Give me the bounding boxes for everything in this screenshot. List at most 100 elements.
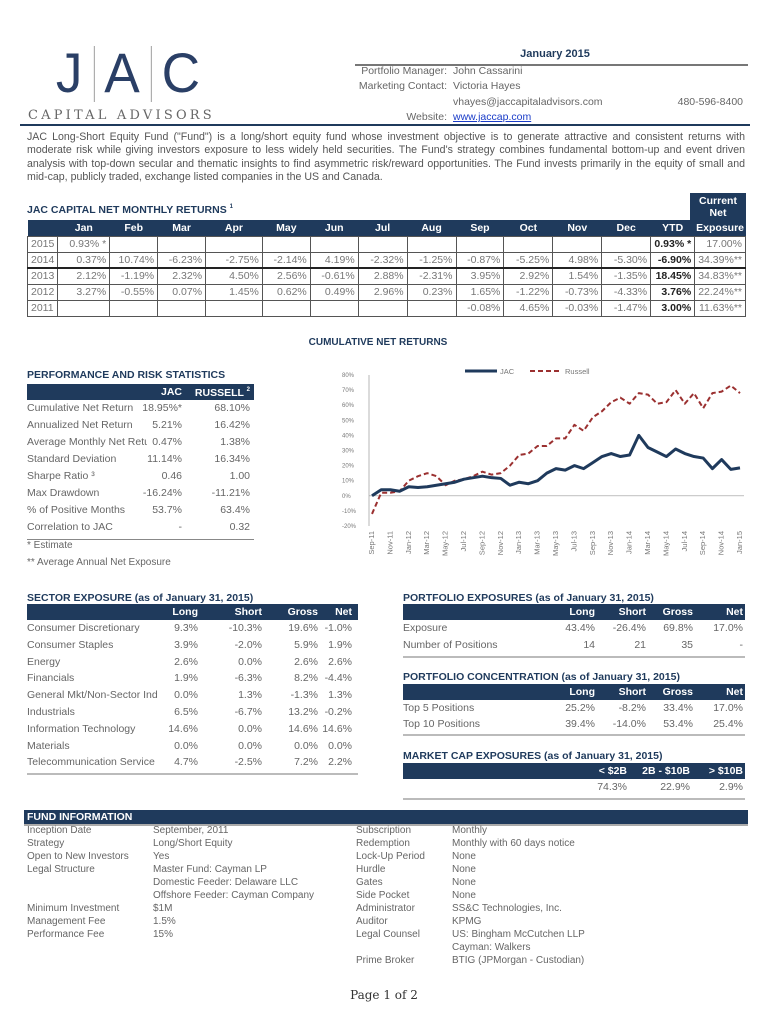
value-cell: 14.6%	[322, 722, 352, 735]
fund-info-label: Prime Broker	[356, 955, 415, 966]
value-cell: -26.4%	[612, 622, 646, 634]
return-cell	[503, 235, 554, 253]
value-cell: 14.6%	[168, 722, 198, 735]
x-tick-label: Jan-15	[735, 531, 744, 554]
x-tick-label: Sep-11	[367, 531, 376, 555]
cumulative-returns-chart: -20% -10% 0% 10% 20% 30% 40% 50% 60% 70% 80% Sep-11…	[342, 367, 744, 556]
return-cell	[357, 299, 408, 317]
chart-title: CUMULATIVE NET RETURNS	[308, 337, 448, 348]
x-tick-label: Jan-14	[625, 531, 634, 554]
portfolio-manager-label: Portfolio Manager:	[361, 65, 447, 77]
return-cell: 0.93% *	[57, 235, 111, 253]
fund-info-value: Long/Short Equity	[153, 838, 233, 849]
returns-col-header: Jun	[324, 221, 344, 234]
return-cell: 10.74%	[109, 251, 159, 269]
return-cell	[57, 299, 111, 317]
value-cell: -2.0%	[234, 638, 262, 651]
return-cell: 2.32%	[157, 267, 207, 285]
fund-info-label: Side Pocket	[356, 890, 410, 901]
return-cell	[109, 235, 159, 253]
footnote-marker: 2	[246, 387, 250, 393]
row-label: Materials	[27, 739, 70, 752]
return-cell: 1.65%	[455, 283, 505, 301]
return-cell: 3.76%	[650, 283, 696, 301]
portfolio-exposures-title: PORTFOLIO EXPOSURES (as of January 31, 2…	[403, 592, 654, 604]
returns-col-header: YTD	[662, 221, 684, 234]
value-cell: 1.9%	[174, 672, 198, 685]
x-tick-label: Jul-14	[680, 531, 689, 551]
perf-label: Standard Deviation	[27, 453, 117, 465]
fund-info-value: None	[452, 851, 476, 862]
x-tick-label: Jan-13	[514, 531, 523, 554]
return-cell: -0.87%	[455, 251, 505, 269]
perf-jac: 53.7%	[152, 504, 182, 516]
fund-info-label: Management Fee	[27, 916, 106, 927]
y-tick-label: 70%	[342, 388, 355, 394]
return-cell: -5.25%	[503, 251, 554, 269]
perf-jac: 0.47%	[152, 436, 182, 448]
value-cell: -	[739, 639, 744, 651]
perf-russell: 63.4%	[220, 504, 250, 516]
returns-row: 2012 3.27% -0.55% 0.07% 1.45% 0.62% 0.49% 2.96%…	[26, 283, 746, 301]
footnote-estimate: * Estimate	[27, 540, 73, 551]
table-row: Number of Positions 14 21 35 -	[403, 637, 745, 654]
perf-russell: 16.34%	[214, 453, 250, 465]
x-tick-label: Mar-12	[422, 531, 431, 555]
return-cell	[357, 235, 408, 253]
contact-email[interactable]: vhayes@jaccapitaladvisors.com	[453, 96, 603, 108]
return-cell: 2.92%	[503, 267, 554, 285]
returns-col-header: Exposure	[696, 221, 745, 234]
table-header-row: Long Short Gross Net	[27, 604, 358, 620]
value-cell: 2.6%	[294, 655, 318, 668]
perf-col-russell: RUSSELL 2	[195, 387, 250, 399]
return-cell: 0.62%	[261, 283, 311, 301]
fund-info-value: None	[452, 890, 476, 901]
value-cell: 8.2%	[294, 672, 318, 685]
value-cell: 14	[583, 639, 595, 651]
returns-col-header: Aug	[421, 221, 442, 234]
return-cell: 1.45%	[205, 283, 263, 301]
returns-row: 2014 0.37% 10.74% -6.23% -2.75% -2.14% 4.19% -2…	[26, 251, 746, 269]
col-header: Long	[569, 686, 595, 698]
year-cell: 2013	[26, 267, 59, 285]
value-cell: 21	[634, 639, 646, 651]
value-cell: 4.7%	[174, 756, 198, 769]
perf-jac: 0.46	[161, 470, 182, 482]
row-label: General Mkt/Non-Sector Ind	[27, 689, 158, 702]
x-tick-label: Mar-13	[533, 531, 542, 555]
table-row: Financials 1.9% -6.3% 8.2% -4.4%	[27, 670, 358, 687]
website-link[interactable]: www.jaccap.com	[453, 111, 532, 123]
value-cell: -10.3%	[228, 622, 262, 634]
return-cell: 34.83%**	[694, 267, 746, 285]
return-cell: -6.90%	[650, 251, 696, 269]
returns-title: JAC CAPITAL NET MONTHLY RETURNS 1	[27, 204, 233, 216]
fund-info-value: BTIG (JPMorgan - Custodian)	[452, 955, 585, 966]
value-cell: -6.7%	[234, 706, 262, 718]
col-header: Net	[726, 606, 743, 618]
return-cell: 0.23%	[406, 283, 457, 301]
y-tick-label: 80%	[342, 373, 355, 379]
y-tick-label: -20%	[342, 524, 357, 530]
return-cell: -4.33%	[601, 283, 652, 301]
return-cell: 4.98%	[552, 251, 603, 269]
row-label: Exposure	[403, 622, 448, 634]
value-cell: 0.0%	[294, 739, 318, 752]
concentration-title: PORTFOLIO CONCENTRATION (as of January 3…	[403, 671, 680, 683]
return-cell: 17.00%	[694, 235, 746, 253]
marketing-contact-value: Victoria Hayes	[453, 80, 521, 92]
row-label: Top 5 Positions	[403, 702, 475, 714]
returns-col-header: Nov	[567, 221, 588, 234]
x-tick-label: May-13	[551, 531, 560, 556]
return-cell: -0.08%	[455, 299, 505, 317]
col-header: Long	[569, 606, 595, 618]
returns-col-header: Jul	[375, 221, 391, 234]
value-cell: 0.0%	[238, 739, 262, 752]
return-cell	[157, 299, 207, 317]
return-cell	[309, 235, 359, 253]
fund-info-label: Subscription	[356, 825, 412, 836]
exposure-header-line: Net	[709, 207, 727, 219]
value-cell: 69.8%	[663, 622, 693, 634]
returns-col-header: Jan	[74, 221, 93, 234]
perf-col-russell-text: RUSSELL	[194, 387, 244, 399]
fund-info-value: Cayman: Walkers	[452, 942, 531, 953]
